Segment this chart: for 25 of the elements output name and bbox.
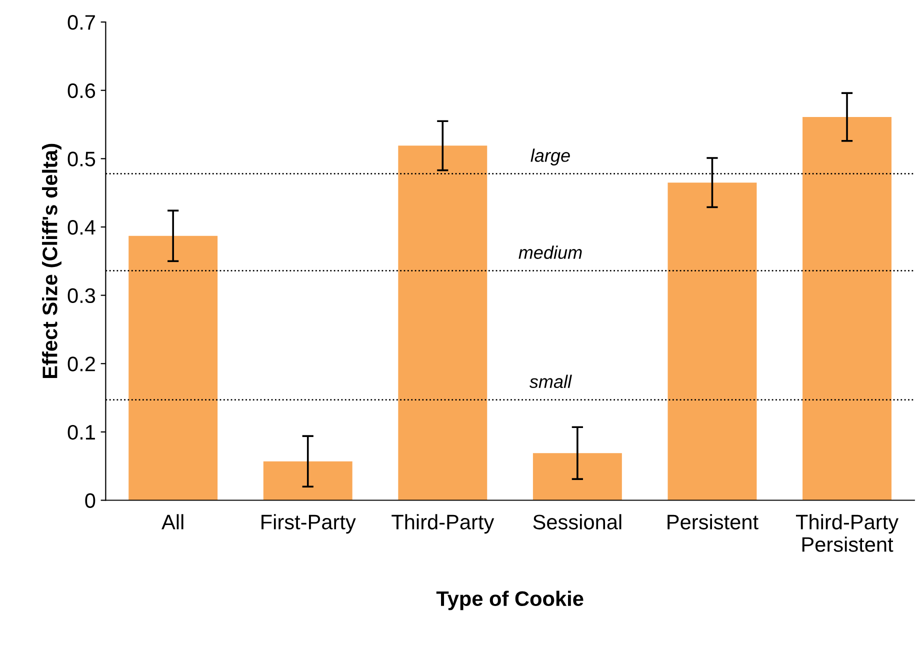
- bar: [128, 236, 218, 500]
- x-tick-label: All: [162, 514, 184, 530]
- y-tick-label: 0.6: [68, 83, 96, 98]
- bar: [802, 116, 892, 500]
- ref-line-label: medium: [518, 246, 582, 259]
- x-tick-label: Third-Party Persistent: [796, 514, 898, 552]
- y-tick-label: 0.4: [68, 220, 96, 235]
- y-tick-label: 0.2: [68, 356, 95, 372]
- y-tick-label: 0: [85, 493, 96, 508]
- x-tick-label: First-Party: [262, 514, 356, 534]
- x-tick-label: Third-Party: [392, 514, 494, 534]
- ref-line-label: large: [530, 148, 570, 166]
- y-tick-label: 0.1: [68, 424, 95, 440]
- bar: [668, 182, 757, 500]
- ref-line-label: small: [529, 374, 572, 388]
- x-tick-label: Sessional: [533, 514, 622, 530]
- y-tick-label: 0.7: [68, 15, 95, 30]
- y-tick-label: 0.3: [68, 288, 96, 304]
- y-axis-title: Effect Size (Cliff's delta): [42, 144, 62, 378]
- bar: [398, 146, 488, 500]
- y-tick-label: 0.5: [68, 152, 96, 166]
- bar: [532, 453, 622, 500]
- x-tick-label: Persistent: [668, 514, 758, 530]
- bar: [263, 461, 352, 500]
- x-axis-title: Type of Cookie: [436, 590, 584, 610]
